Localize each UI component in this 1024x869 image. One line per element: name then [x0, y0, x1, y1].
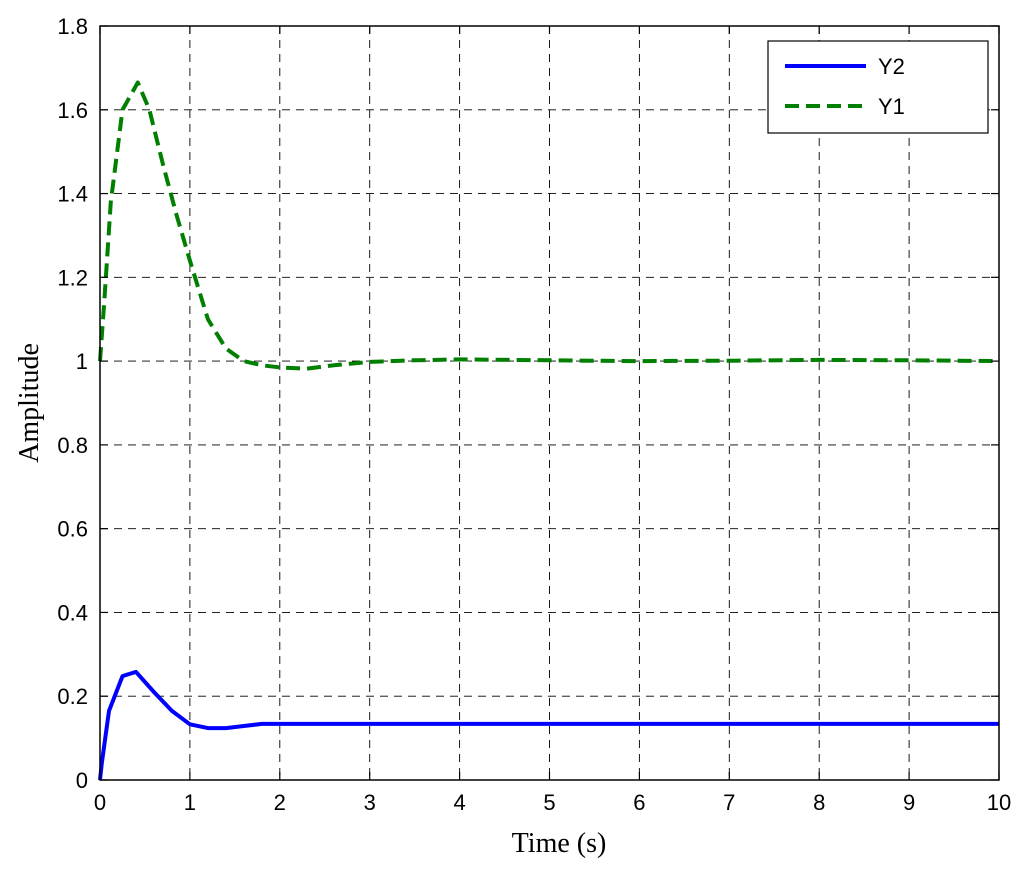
y-tick-label: 1.6 — [57, 98, 88, 123]
x-tick-label: 1 — [184, 790, 196, 815]
y-tick-label: 0.2 — [57, 684, 88, 709]
x-tick-label: 10 — [987, 790, 1011, 815]
legend-label-y1: Y1 — [878, 94, 905, 119]
y-tick-label: 1.4 — [57, 182, 88, 207]
x-tick-label: 6 — [633, 790, 645, 815]
legend: Y2 Y1 — [767, 40, 989, 134]
plot-background — [100, 26, 999, 780]
legend-items: Y2 Y1 — [785, 54, 905, 119]
axis-ticks — [99, 25, 1000, 781]
y-tick-label: 0.4 — [57, 600, 88, 625]
y-tick-label: 1 — [76, 349, 88, 374]
y-tick-labels: 0 0.2 0.4 0.6 0.8 1 1.2 1.4 1.6 1.8 — [57, 14, 88, 793]
y-tick-label: 1.8 — [57, 14, 88, 39]
y-tick-label: 0 — [76, 768, 88, 793]
y-tick-label: 0.8 — [57, 433, 88, 458]
x-tick-label: 2 — [274, 790, 286, 815]
y-tick-label: 1.2 — [57, 265, 88, 290]
x-tick-label: 4 — [453, 790, 465, 815]
x-tick-label: 5 — [543, 790, 555, 815]
series-lines — [98, 80, 1000, 781]
x-tick-label: 9 — [903, 790, 915, 815]
x-tick-label: 7 — [723, 790, 735, 815]
x-tick-label: 0 — [94, 790, 106, 815]
x-tick-label: 8 — [813, 790, 825, 815]
x-axis-title: Time (s) — [512, 828, 607, 859]
y-tick-label: 0.6 — [57, 517, 88, 542]
y-axis-title: Amplitude — [14, 343, 45, 463]
series-line-y2 — [98, 669, 999, 781]
series-line-y1 — [98, 80, 1000, 371]
legend-label-y2: Y2 — [878, 54, 905, 79]
legend-box — [767, 40, 989, 134]
x-tick-label: 3 — [364, 790, 376, 815]
x-tick-labels: 0 1 2 3 4 5 6 7 8 9 10 — [94, 790, 1011, 815]
